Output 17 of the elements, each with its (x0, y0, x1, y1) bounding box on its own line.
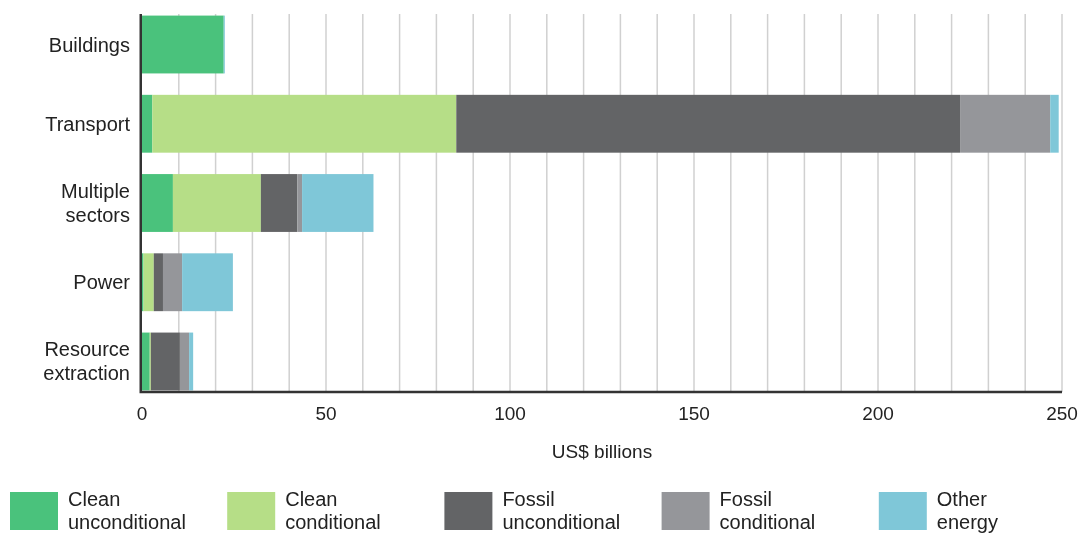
legend-label: Clean conditional (285, 488, 381, 533)
y-tick-label: Multiple sectors (61, 180, 130, 226)
legend-label: Clean unconditional (68, 488, 186, 533)
legend-label: Other energy (936, 488, 998, 533)
y-tick-label: Transport (45, 112, 131, 135)
y-tick-label: Resource extraction (43, 338, 130, 385)
x-tick-label: 250 (1046, 403, 1078, 424)
x-tick-label: 200 (862, 403, 894, 424)
x-tick-label: 100 (494, 403, 526, 424)
x-tick-label: 0 (136, 403, 148, 424)
x-tick-label: 50 (315, 403, 337, 424)
legend-label: Fossil conditional (719, 488, 816, 533)
x-axis-title: US$ billions (551, 441, 653, 462)
x-tick-label: 150 (678, 403, 710, 424)
y-tick-label: Power (73, 271, 131, 294)
legend-label: Fossil unconditional (502, 488, 621, 533)
y-tick-label: Buildings (48, 33, 130, 56)
